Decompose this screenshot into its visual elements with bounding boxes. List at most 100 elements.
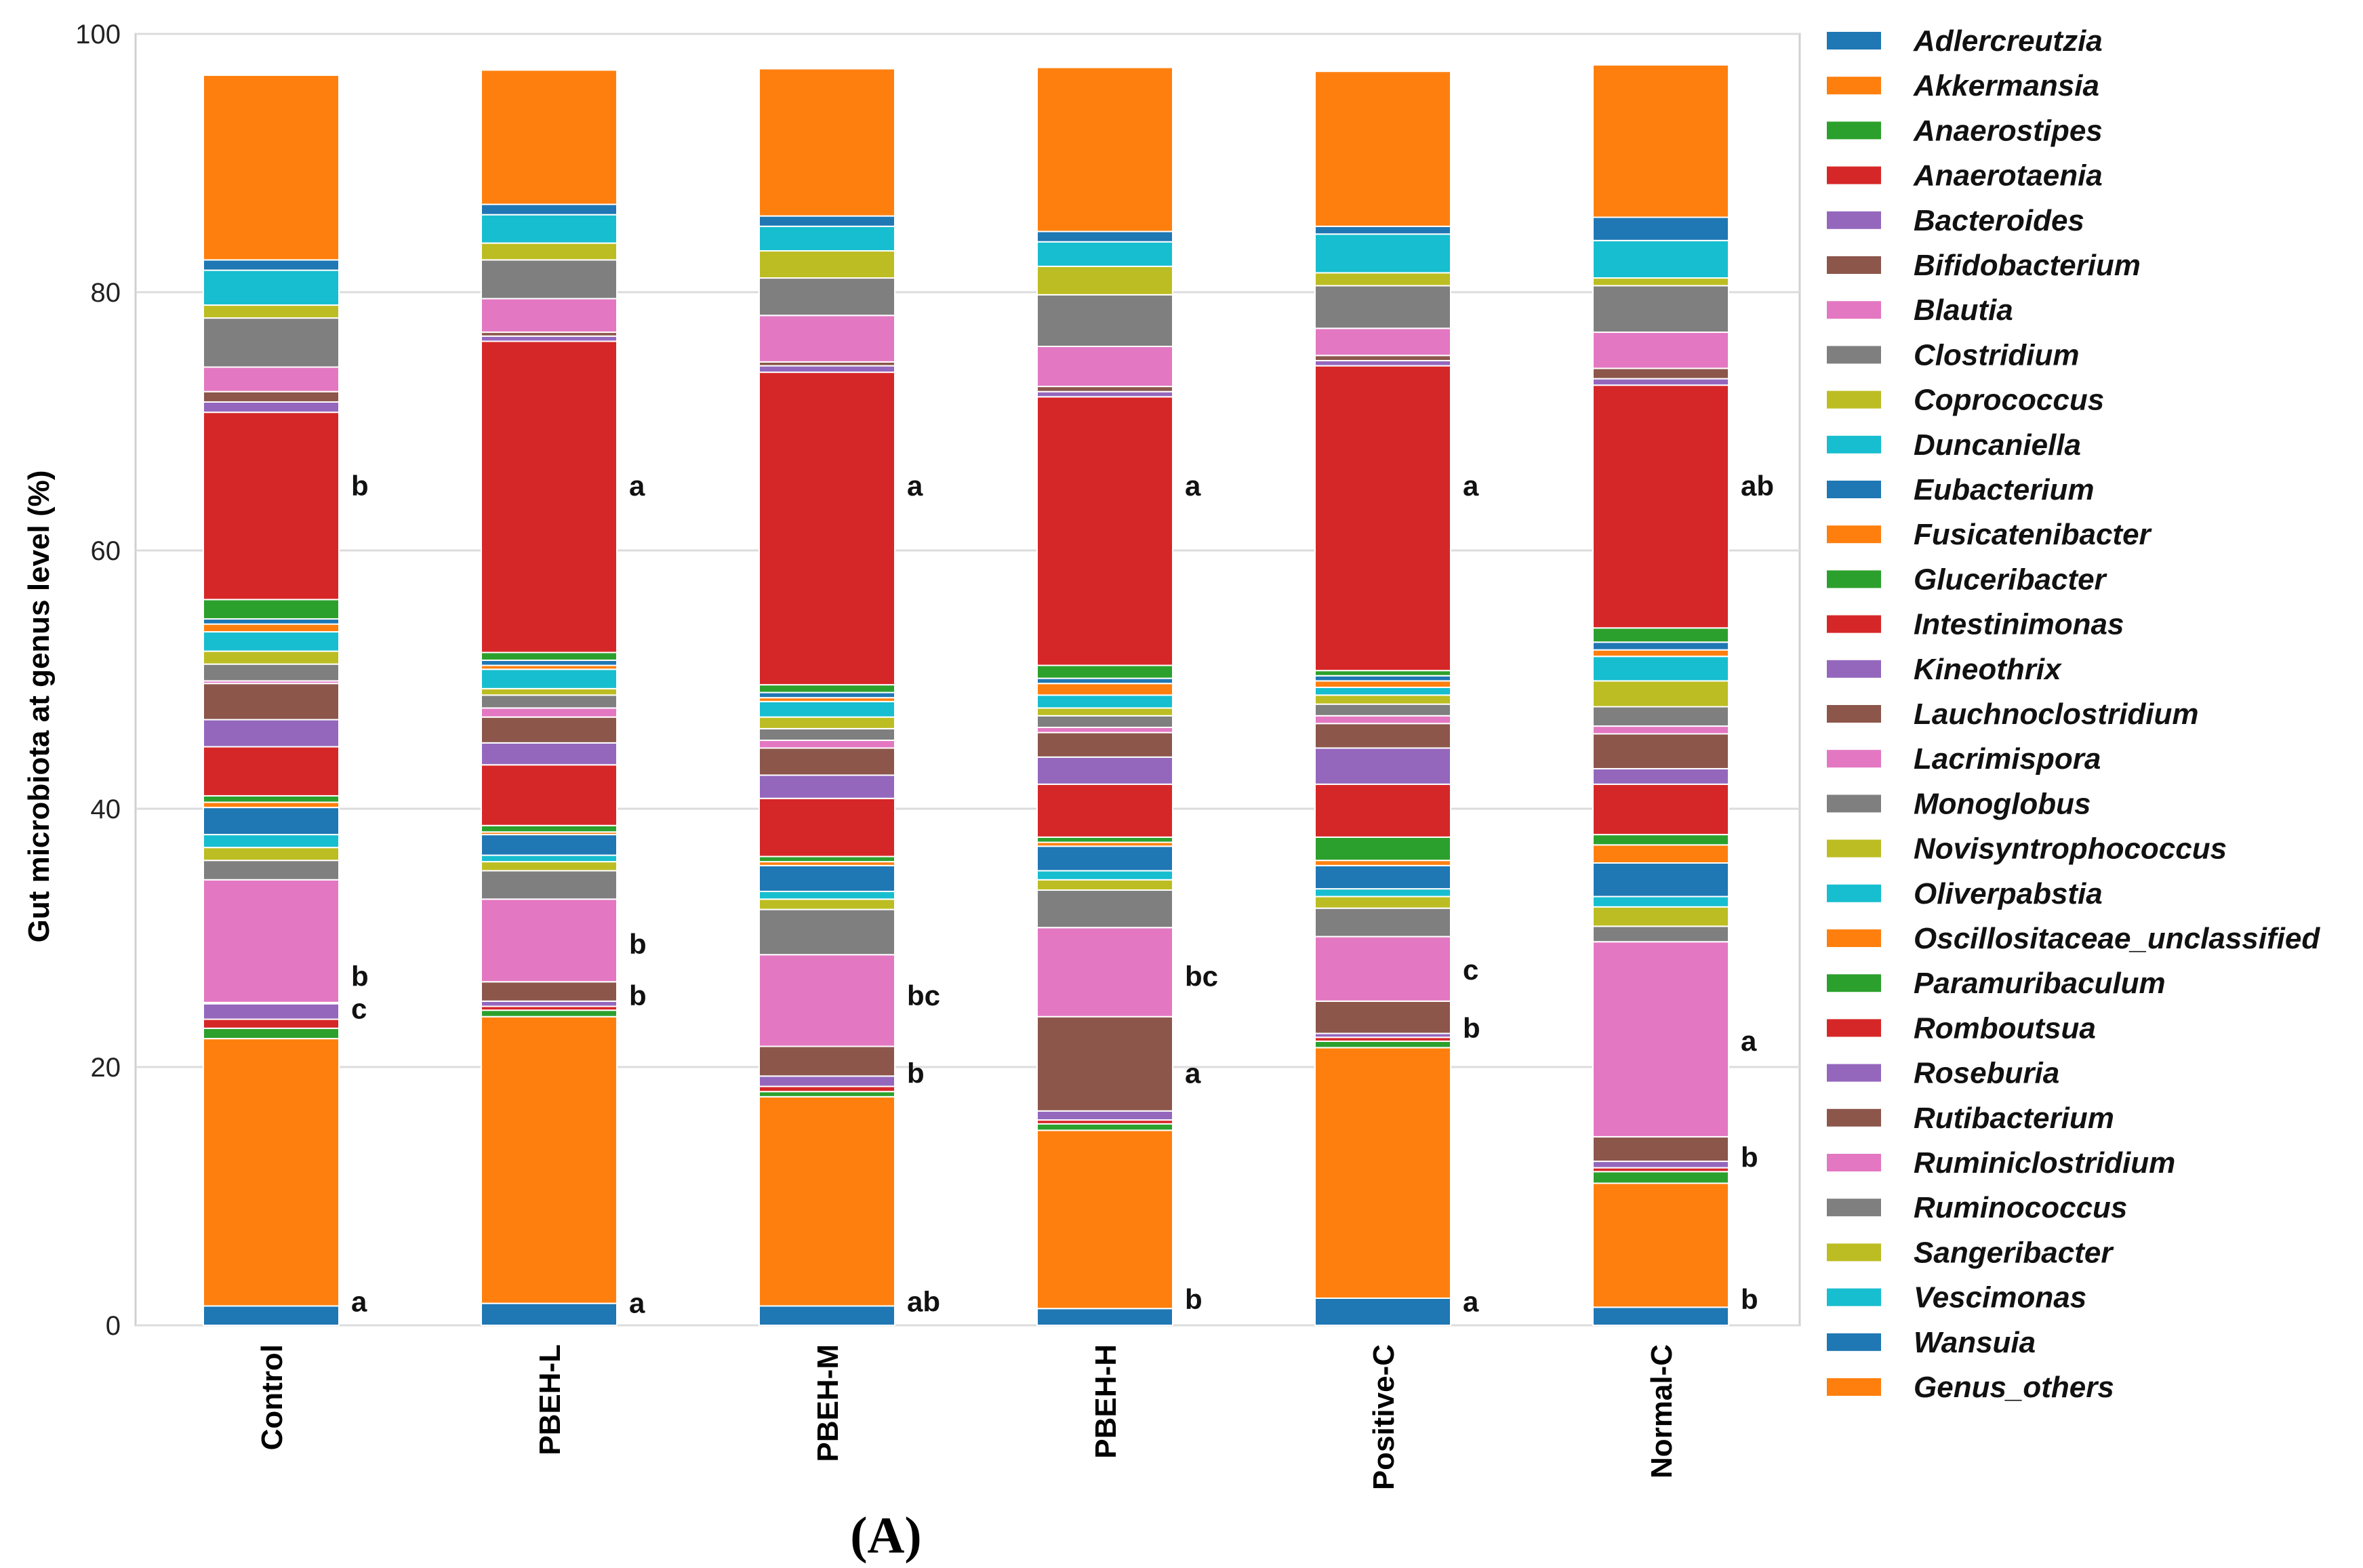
- bar-segment: [759, 1075, 895, 1087]
- legend-label: Blautia: [1914, 294, 2013, 327]
- legend-swatch: [1827, 32, 1881, 49]
- legend-entry: Paramuribaculum: [1827, 967, 2166, 1000]
- bar-segment: [759, 856, 895, 863]
- bar-segment: [1314, 715, 1451, 725]
- bar-segment: [759, 1305, 895, 1327]
- legend: Adlercreutzia Akkermansia Anaerostipes Anae…: [1827, 24, 2320, 1404]
- bar-stack: [1592, 64, 1729, 1326]
- bar-segment: [1592, 844, 1729, 864]
- bar-segment: [203, 746, 340, 797]
- legend-entry: Rutibacterium: [1827, 1102, 2114, 1135]
- bar-segment: [759, 890, 895, 900]
- plot-area: [134, 33, 1801, 1327]
- bar-segment: [1592, 725, 1729, 735]
- legend-entry: Ruminococcus: [1827, 1191, 2127, 1224]
- legend-label: Intestinimonas: [1914, 608, 2124, 641]
- bar-segment: [203, 1027, 340, 1040]
- y-tick-label: 40: [91, 795, 121, 824]
- legend-label: Akkermansia: [1913, 69, 2099, 102]
- significance-label: a: [629, 1287, 645, 1319]
- legend-label: Gluceribacter: [1914, 563, 2108, 596]
- significance-label: a: [1741, 1025, 1757, 1057]
- significance-label: a: [351, 1286, 367, 1318]
- bar-segment: [203, 847, 340, 862]
- legend-label: Bacteroides: [1914, 204, 2084, 237]
- bar-segment: [1036, 1308, 1173, 1326]
- bar-segment: [203, 304, 340, 319]
- legend-entry: Intestinimonas: [1827, 608, 2124, 641]
- bar-segment: [1036, 715, 1173, 728]
- legend-swatch: [1827, 795, 1881, 813]
- bar-segment: [759, 225, 895, 252]
- legend-entry: Kineothrix: [1827, 653, 2062, 686]
- legend-label: Kineothrix: [1914, 653, 2062, 686]
- bar-segment: [481, 340, 618, 654]
- legend-swatch: [1827, 839, 1881, 858]
- bar-segment: [1036, 1129, 1173, 1310]
- significance-label: b: [629, 980, 647, 1011]
- bar-segment: [1592, 680, 1729, 708]
- bar-segment: [1036, 889, 1173, 929]
- significance-label: bc: [1185, 961, 1218, 992]
- legend-swatch: [1827, 301, 1881, 319]
- legend-entry: Anaerostipes: [1827, 114, 2103, 147]
- bar-stack: [1314, 71, 1451, 1326]
- bar-segment: [1036, 346, 1173, 388]
- legend-label: Ruminococcus: [1914, 1191, 2127, 1224]
- legend-entry: Bacteroides: [1827, 204, 2084, 237]
- significance-label: b: [1741, 1283, 1758, 1315]
- bar-segment: [759, 1095, 895, 1307]
- significance-label: a: [1185, 1058, 1201, 1089]
- significance-label: b: [629, 928, 647, 960]
- bar-segment: [481, 861, 618, 872]
- bar-segment: [481, 335, 618, 342]
- bar-segment: [481, 1000, 618, 1007]
- bar-segment: [481, 1009, 618, 1018]
- legend-swatch: [1827, 390, 1881, 409]
- legend-label: Wansuia: [1914, 1326, 2036, 1359]
- y-tick-label: 60: [91, 536, 121, 566]
- legend-entry: Wansuia: [1827, 1326, 2036, 1359]
- bar-segment: [1036, 707, 1173, 717]
- significance-label: b: [1741, 1141, 1758, 1173]
- legend-entry: Lacrimispora: [1827, 742, 2101, 776]
- gridlines: [136, 33, 1800, 1327]
- legend-label: Oscillositaceae_unclassified: [1914, 922, 2320, 955]
- x-axis-ticks: Control PBEH-L PBEH-M PBEH-H Positive-C Norma…: [256, 1344, 1678, 1490]
- legend-label: Anaerotaenia: [1913, 159, 2103, 193]
- bar-segment: [1314, 723, 1451, 749]
- significance-label: bc: [907, 980, 940, 1011]
- x-tick-label: Control: [256, 1344, 289, 1450]
- bar-segment: [481, 1016, 618, 1304]
- bar-segment: [1036, 1016, 1173, 1112]
- bar-segment: [1314, 365, 1451, 672]
- bar-segment: [1314, 285, 1451, 329]
- legend-swatch: [1827, 974, 1881, 992]
- bar-segment: [1314, 936, 1451, 1002]
- y-tick-label: 100: [75, 20, 121, 49]
- significance-label: ab: [1741, 470, 1774, 502]
- bar-segment: [1314, 783, 1451, 838]
- bar-segment: [759, 1045, 895, 1077]
- bar-segment: [1036, 1110, 1173, 1121]
- legend-swatch: [1827, 1288, 1881, 1306]
- bar-segment: [203, 618, 340, 625]
- significance-label: a: [1463, 1286, 1479, 1318]
- bar-segment: [1036, 294, 1173, 348]
- legend-entry: Gluceribacter: [1827, 563, 2108, 596]
- bar-segment: [481, 298, 618, 334]
- significance-label: b: [351, 470, 369, 502]
- bar-segment: [1592, 239, 1729, 279]
- legend-entry: Anaerotaenia: [1827, 159, 2103, 193]
- bar-segment: [1592, 1306, 1729, 1326]
- legend-swatch: [1827, 256, 1881, 274]
- legend-swatch: [1827, 77, 1881, 95]
- legend-swatch: [1827, 481, 1881, 498]
- bar-segment: [1314, 1297, 1451, 1326]
- bar-segment: [203, 860, 340, 881]
- legend-label: Clostridium: [1914, 338, 2079, 371]
- bar-segment: [1036, 677, 1173, 685]
- bar-segment: [1036, 726, 1173, 733]
- bar-segment: [203, 834, 340, 849]
